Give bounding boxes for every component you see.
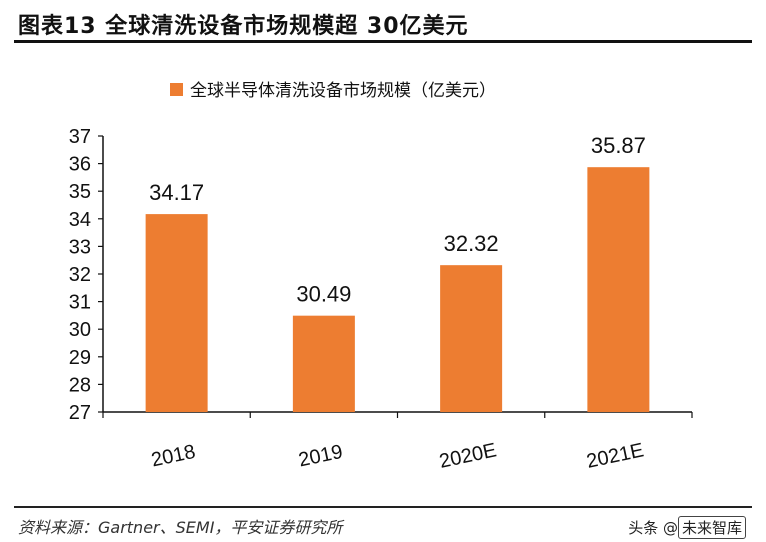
bar-chart: 全球半导体清洗设备市场规模（亿美元） 27 28 29 30 31 32 33 34 35 36 37… xyxy=(69,81,693,473)
x-category-label: 2019 xyxy=(297,441,345,472)
bar-2021e xyxy=(587,167,650,412)
bar-2018 xyxy=(145,214,208,412)
figure-header: 图表13 全球清洗设备市场规模超 30亿美元 xyxy=(14,4,752,43)
watermark-name: 未来智库 xyxy=(677,516,746,539)
x-category-label: 2020E xyxy=(437,439,498,473)
figure-footer: 资料来源：Gartner、SEMI，平安证券研究所 头条 @ 未来智库 xyxy=(14,506,752,542)
data-label: 34.17 xyxy=(149,180,204,205)
y-tick-label: 34 xyxy=(69,209,91,231)
y-tick-label: 29 xyxy=(69,347,91,369)
source-note: 资料来源：Gartner、SEMI，平安证券研究所 xyxy=(18,518,343,537)
watermark: 头条 @ 未来智库 xyxy=(628,516,746,539)
y-tick-label: 37 xyxy=(69,126,91,148)
x-category-label: 2018 xyxy=(149,441,197,472)
y-tick-label: 36 xyxy=(69,154,91,176)
y-tick-label: 35 xyxy=(69,181,91,203)
y-tick-label: 27 xyxy=(69,402,91,424)
legend-label: 全球半导体清洗设备市场规模（亿美元） xyxy=(190,81,496,101)
data-label: 30.49 xyxy=(296,282,351,307)
y-tick-label: 31 xyxy=(69,292,91,314)
y-tick-label: 33 xyxy=(69,236,91,258)
x-category-label: 2021E xyxy=(585,439,646,473)
y-tick-label: 30 xyxy=(69,319,91,341)
bar-2019 xyxy=(292,315,355,412)
y-tick-label: 28 xyxy=(69,374,91,396)
bar-2020e xyxy=(440,265,503,412)
watermark-prefix: 头条 @ xyxy=(628,519,678,537)
data-label: 32.32 xyxy=(444,231,499,256)
legend-swatch xyxy=(170,83,183,96)
data-label: 35.87 xyxy=(591,133,646,158)
figure-title: 图表13 全球清洗设备市场规模超 30亿美元 xyxy=(18,14,469,39)
y-tick-label: 32 xyxy=(69,264,91,286)
